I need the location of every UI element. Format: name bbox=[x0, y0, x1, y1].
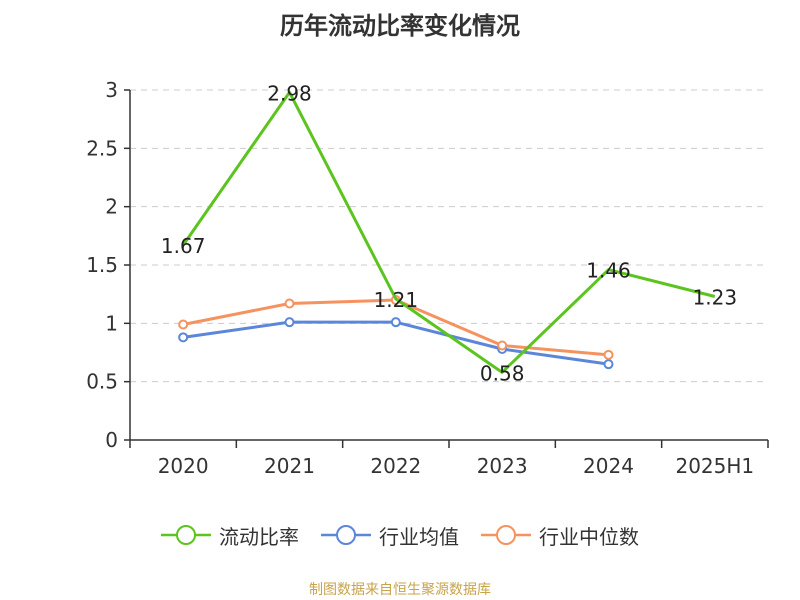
y-tick-label: 2 bbox=[105, 195, 118, 219]
x-tick-label: 2025H1 bbox=[675, 454, 754, 478]
series-line bbox=[181, 90, 716, 374]
x-tick-label: 2021 bbox=[264, 454, 315, 478]
legend-line-icon bbox=[481, 525, 531, 545]
legend-label: 行业均值 bbox=[379, 524, 459, 549]
y-tick-label: 1 bbox=[105, 311, 118, 335]
legend-label: 行业中位数 bbox=[539, 524, 639, 549]
legend-item-industry-median[interactable]: 行业中位数 bbox=[481, 520, 639, 550]
x-tick-label: 2024 bbox=[583, 454, 634, 478]
data-point bbox=[284, 317, 295, 328]
data-point bbox=[390, 317, 401, 328]
data-label: 0.58 bbox=[480, 361, 525, 385]
y-tick-label: 2.5 bbox=[86, 136, 118, 160]
legend: 流动比率 行业均值 行业中位数 bbox=[0, 520, 800, 550]
series-line bbox=[182, 320, 609, 366]
y-tick-label: 0.5 bbox=[86, 370, 118, 394]
legend-item-current-ratio[interactable]: 流动比率 bbox=[161, 520, 299, 550]
data-point bbox=[284, 298, 295, 309]
legend-line-icon bbox=[161, 525, 211, 545]
data-point bbox=[603, 359, 614, 370]
x-tick-label: 2020 bbox=[158, 454, 209, 478]
x-tick-label: 2022 bbox=[370, 454, 421, 478]
data-point bbox=[603, 349, 614, 360]
x-tick-label: 2023 bbox=[477, 454, 528, 478]
data-label: 1.21 bbox=[374, 288, 419, 312]
y-tick-label: 1.5 bbox=[86, 253, 118, 277]
data-point bbox=[178, 332, 189, 343]
chart-title: 历年流动比率变化情况 bbox=[280, 12, 520, 40]
y-tick-label: 0 bbox=[105, 428, 118, 452]
data-label: 1.67 bbox=[161, 234, 206, 258]
legend-item-industry-mean[interactable]: 行业均值 bbox=[321, 520, 459, 550]
data-point bbox=[497, 340, 508, 351]
data-point bbox=[178, 319, 189, 330]
legend-line-icon bbox=[321, 525, 371, 545]
data-label: 1.23 bbox=[693, 286, 738, 310]
y-tick-label: 3 bbox=[105, 78, 118, 102]
data-label: 1.46 bbox=[586, 259, 631, 283]
data-label: 2.98 bbox=[267, 81, 312, 105]
data-source-note: 制图数据来自恒生聚源数据库 bbox=[309, 582, 491, 598]
legend-label: 流动比率 bbox=[219, 524, 299, 549]
